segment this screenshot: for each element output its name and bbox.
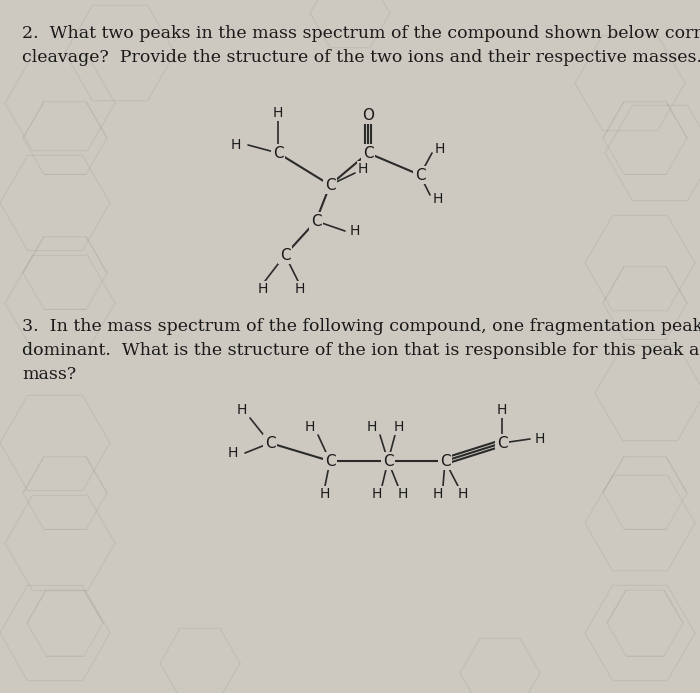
Text: H: H	[433, 487, 443, 501]
Text: H: H	[258, 282, 268, 296]
Text: C: C	[414, 168, 426, 182]
Text: H: H	[237, 403, 247, 417]
Text: H: H	[372, 487, 382, 501]
Text: H: H	[304, 420, 315, 434]
Text: H: H	[320, 487, 330, 501]
Text: H: H	[497, 403, 508, 417]
Text: cleavage?  Provide the structure of the two ions and their respective masses.: cleavage? Provide the structure of the t…	[22, 49, 700, 66]
Text: H: H	[228, 446, 238, 460]
Text: H: H	[231, 138, 241, 152]
Text: H: H	[367, 420, 377, 434]
Text: H: H	[433, 192, 443, 206]
Text: H: H	[398, 487, 408, 501]
Text: H: H	[435, 142, 445, 156]
Text: H: H	[358, 162, 368, 176]
Text: C: C	[311, 213, 321, 229]
Text: O: O	[362, 107, 374, 123]
Text: 3.  In the mass spectrum of the following compound, one fragmentation peak is: 3. In the mass spectrum of the following…	[22, 318, 700, 335]
Text: C: C	[273, 146, 284, 161]
Text: C: C	[440, 453, 450, 468]
Text: C: C	[265, 435, 275, 450]
Text: C: C	[280, 247, 290, 263]
Text: C: C	[497, 435, 508, 450]
Text: C: C	[325, 177, 335, 193]
Text: H: H	[394, 420, 404, 434]
Text: C: C	[325, 453, 335, 468]
Text: H: H	[458, 487, 468, 501]
Text: H: H	[535, 432, 545, 446]
Text: C: C	[363, 146, 373, 161]
Text: mass?: mass?	[22, 366, 76, 383]
Text: dominant.  What is the structure of the ion that is responsible for this peak an: dominant. What is the structure of the i…	[22, 342, 700, 359]
Text: H: H	[350, 224, 360, 238]
Text: H: H	[295, 282, 305, 296]
Text: C: C	[383, 453, 393, 468]
Text: 2.  What two peaks in the mass spectrum of the compound shown below correspond t: 2. What two peaks in the mass spectrum o…	[22, 25, 700, 42]
Text: H: H	[273, 106, 284, 120]
